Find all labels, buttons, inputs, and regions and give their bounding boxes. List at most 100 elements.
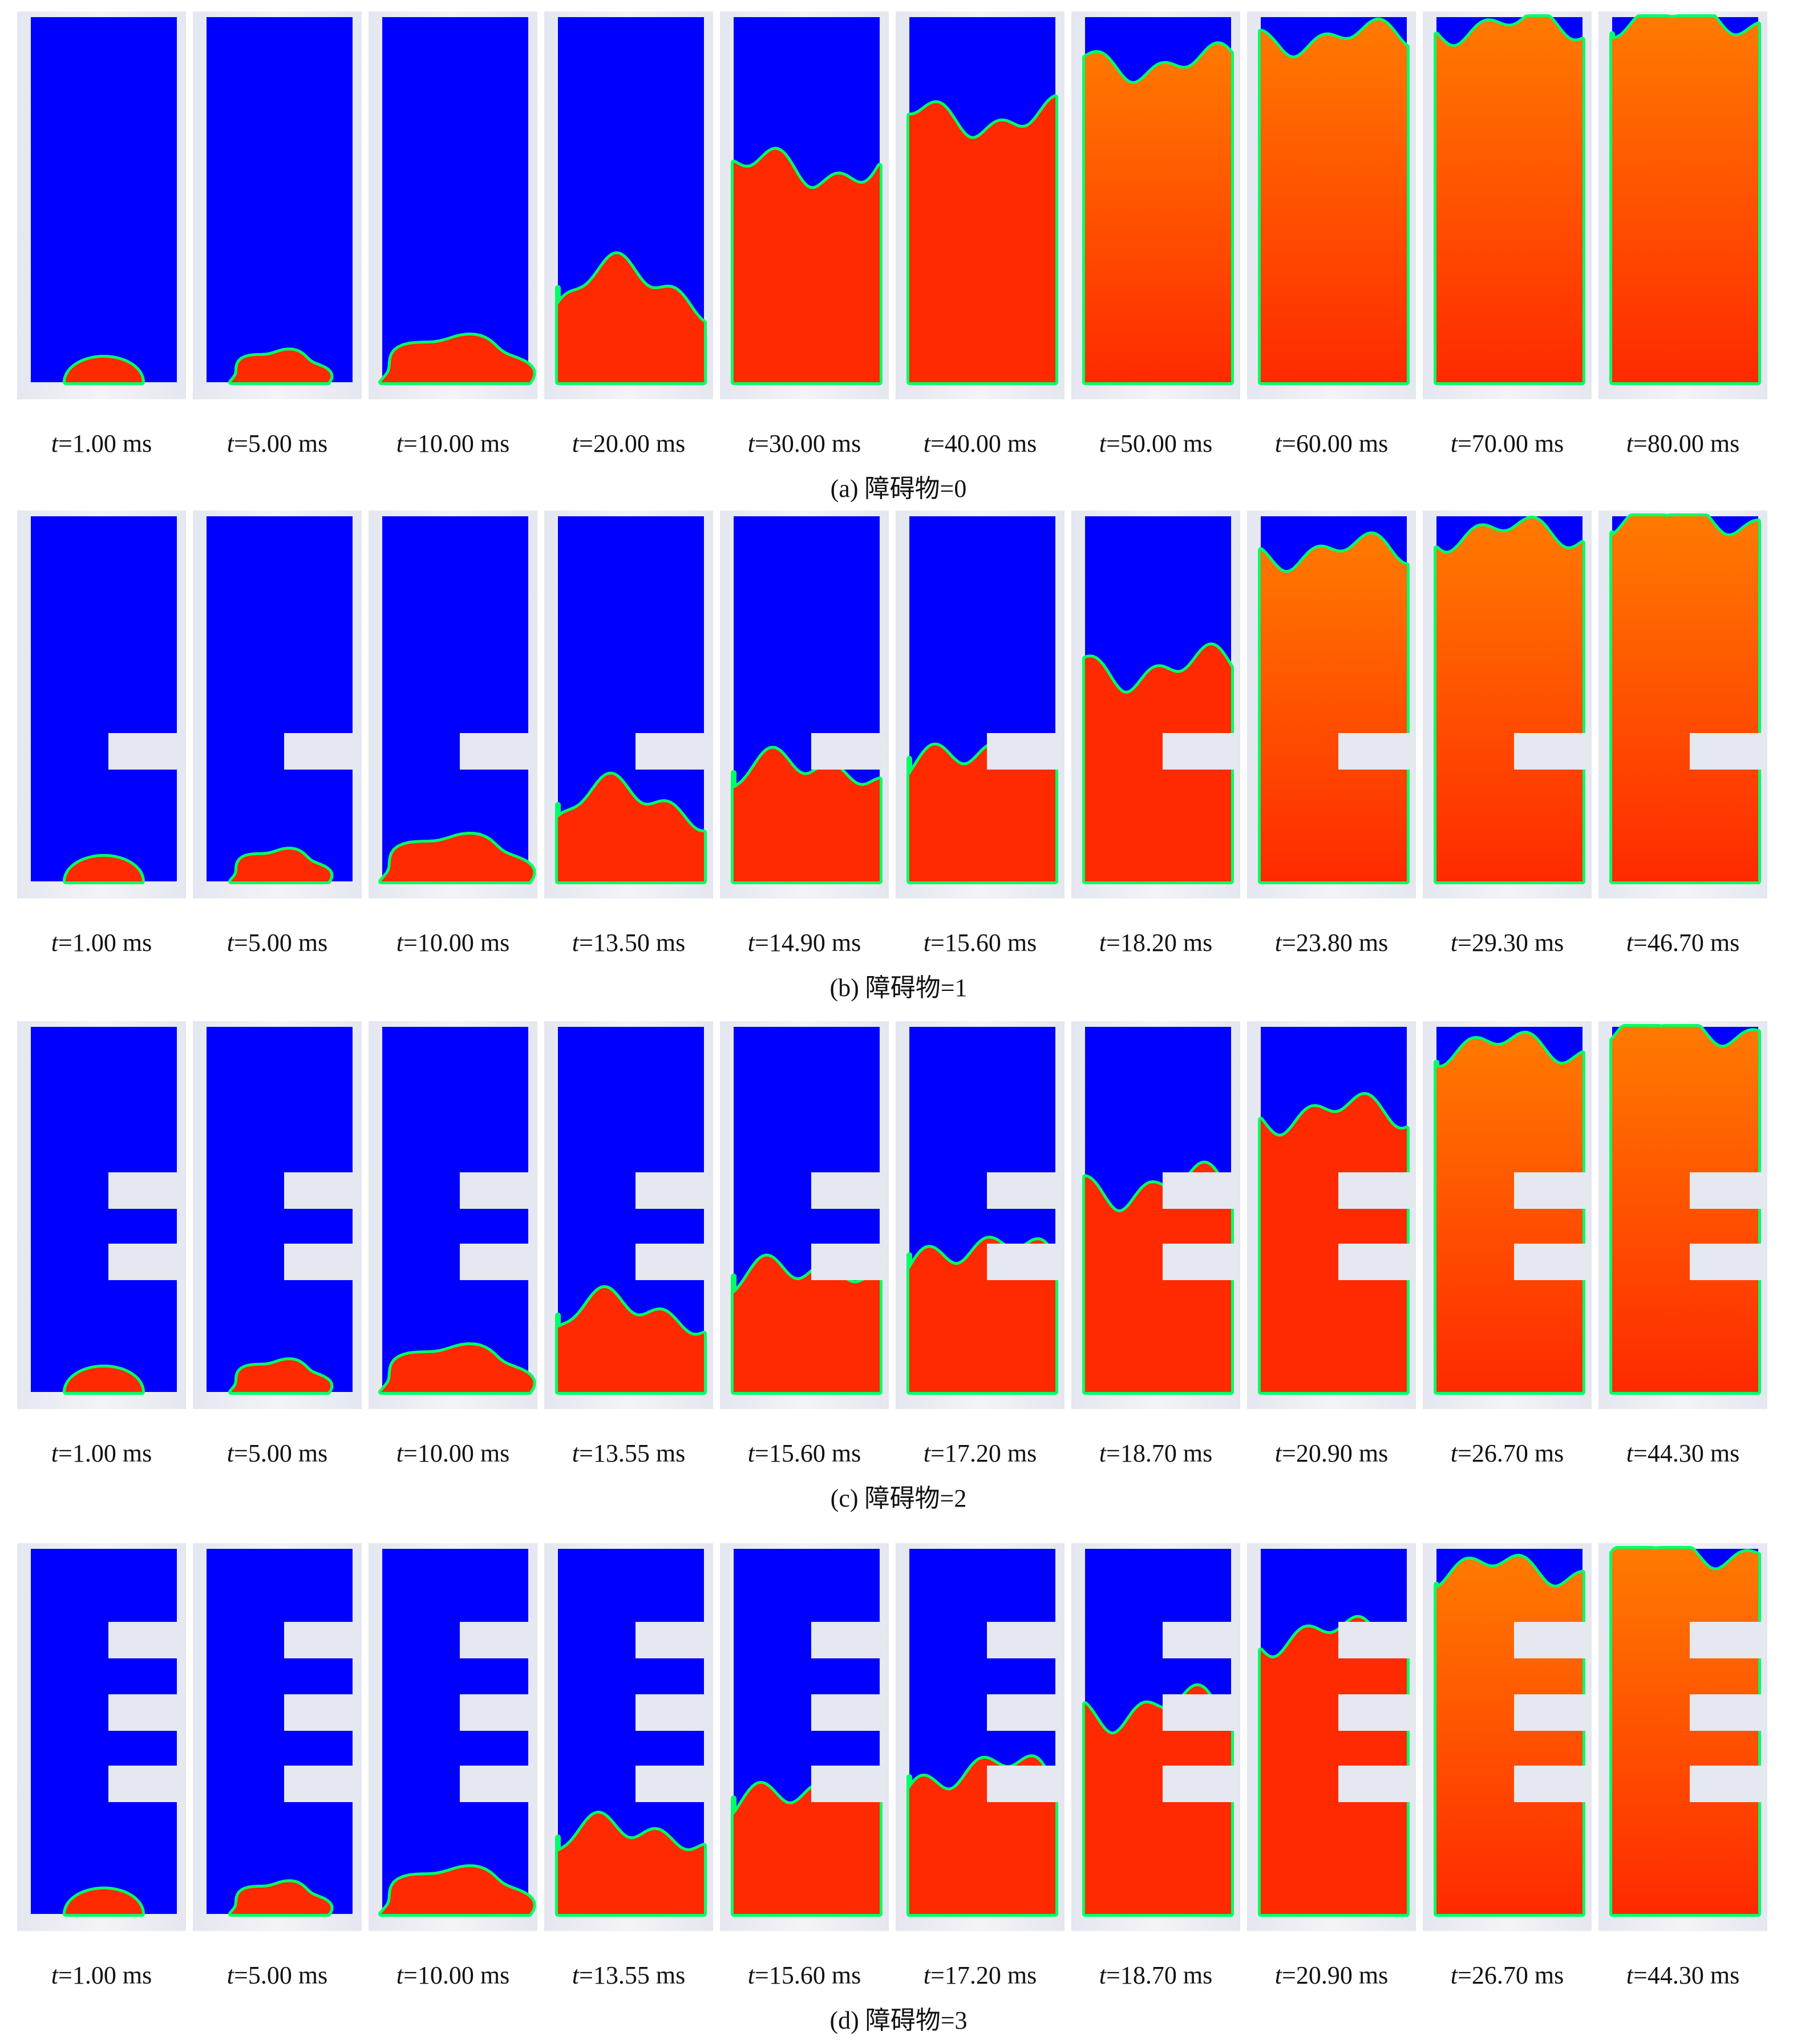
snapshot-plot	[207, 1027, 357, 1395]
obstacle-plate	[811, 1766, 884, 1802]
time-variable: t	[923, 929, 931, 957]
time-value: =13.55 ms	[579, 1961, 686, 1989]
burned-region	[66, 1889, 142, 1914]
time-variable: t	[226, 430, 234, 458]
snapshot-frame	[1423, 1543, 1592, 1931]
time-label: t=44.30 ms	[1598, 1961, 1767, 1990]
snapshot-frame	[1071, 1021, 1240, 1409]
obstacle-plate	[1514, 1694, 1587, 1731]
flame-front	[228, 1357, 334, 1395]
snapshot-plot	[906, 1549, 1060, 1917]
flame-front	[378, 1864, 536, 1917]
time-label: t=5.00 ms	[193, 1961, 362, 1990]
obstacle-plate	[284, 1766, 357, 1802]
snapshot-frame	[369, 511, 537, 898]
snapshot-plot	[555, 516, 709, 884]
obstacle-plate	[1514, 1766, 1587, 1802]
obstacle-plate	[636, 733, 709, 770]
time-value: =15.60 ms	[930, 929, 1037, 957]
time-variable: t	[1450, 929, 1458, 957]
snapshot-plot	[555, 1549, 709, 1917]
time-variable: t	[747, 929, 755, 957]
time-variable: t	[51, 1961, 59, 1989]
time-variable: t	[1626, 929, 1634, 957]
time-label: t=26.70 ms	[1423, 1439, 1592, 1468]
snapshot-plot	[906, 1027, 1060, 1395]
snapshot-plot	[1258, 1027, 1411, 1395]
time-label: t=10.00 ms	[369, 1961, 537, 1990]
obstacle-plate	[1163, 1172, 1236, 1209]
burned-region	[231, 1882, 331, 1914]
obstacle-plate	[460, 1694, 533, 1731]
snapshot-plot	[906, 516, 1060, 884]
time-label: t=18.70 ms	[1071, 1961, 1240, 1990]
obstacle-plate	[460, 1244, 533, 1280]
burned-region	[1612, 516, 1758, 881]
time-value: =10.00 ms	[403, 1961, 510, 1989]
snapshot-frame	[1598, 11, 1767, 399]
obstacle-plate	[636, 1172, 709, 1209]
obstacle-plate	[1163, 1694, 1236, 1731]
time-variable: t	[1099, 430, 1107, 458]
time-label: t=1.00 ms	[17, 1439, 186, 1468]
time-label: t=18.70 ms	[1071, 1439, 1240, 1468]
obstacle-plate	[1163, 1622, 1236, 1658]
domain-background	[207, 1549, 353, 1914]
time-variable: t	[396, 1961, 404, 1989]
burned-region	[1085, 1686, 1231, 1914]
time-label: t=15.60 ms	[720, 1961, 889, 1990]
obstacle-plate	[811, 1694, 884, 1731]
time-value: =23.80 ms	[1282, 929, 1389, 957]
time-value: =10.00 ms	[403, 430, 510, 458]
time-variable: t	[1099, 1439, 1107, 1467]
time-variable: t	[572, 430, 580, 458]
snapshot-frame	[193, 511, 362, 898]
obstacle-plate	[1338, 1694, 1411, 1731]
time-label: t=10.00 ms	[369, 928, 537, 957]
burned-region	[381, 335, 533, 382]
time-value: =70.00 ms	[1458, 430, 1564, 458]
obstacle-plate	[1690, 1622, 1763, 1658]
obstacle-plate	[1690, 733, 1763, 770]
snapshot-plot	[1609, 14, 1761, 385]
snapshot-frame	[17, 11, 186, 399]
time-value: =5.00 ms	[234, 430, 328, 458]
time-value: =1.00 ms	[58, 430, 152, 458]
snapshot-plot	[1609, 1024, 1763, 1395]
snapshot-frame	[369, 1543, 537, 1931]
time-value: =10.00 ms	[403, 1439, 510, 1467]
snapshot-plot	[731, 17, 883, 385]
obstacle-plate	[1514, 733, 1587, 770]
obstacle-plate	[1514, 1172, 1587, 1209]
burned-region	[66, 857, 142, 881]
time-label: t=80.00 ms	[1598, 429, 1767, 458]
snapshot-frame	[544, 1543, 713, 1931]
obstacle-plate	[987, 1622, 1060, 1658]
snapshot-plot	[1082, 1549, 1236, 1917]
burned-region	[558, 1814, 704, 1914]
obstacle-plate	[108, 1622, 181, 1658]
snapshot-frame	[369, 1021, 537, 1409]
time-value: =17.20 ms	[930, 1961, 1037, 1989]
time-label: t=17.20 ms	[896, 1439, 1065, 1468]
time-value: =15.60 ms	[755, 1439, 861, 1467]
time-variable: t	[747, 1961, 755, 1989]
time-value: =20.90 ms	[1282, 1439, 1389, 1467]
burned-region	[1436, 1033, 1583, 1392]
snapshot-plot	[31, 1027, 181, 1395]
obstacle-plate	[987, 1172, 1060, 1209]
burned-region	[1085, 1163, 1231, 1392]
time-variable: t	[1626, 1439, 1634, 1467]
obstacle-plate	[987, 733, 1060, 770]
obstacle-plate	[1163, 1766, 1236, 1802]
burned-region	[909, 744, 1055, 881]
time-variable: t	[1274, 430, 1282, 458]
time-value: =60.00 ms	[1282, 430, 1389, 458]
time-value: =14.90 ms	[755, 929, 861, 957]
time-value: =20.00 ms	[579, 430, 686, 458]
snapshot-plot	[555, 17, 707, 385]
snapshot-plot	[378, 516, 536, 884]
burned-region	[231, 1360, 331, 1392]
obstacle-plate	[1338, 1766, 1411, 1802]
